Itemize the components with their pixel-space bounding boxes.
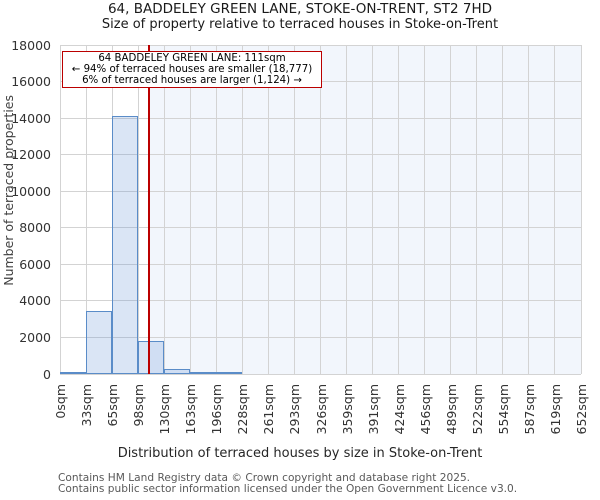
property-marker-line: [147, 45, 150, 374]
x-tick-label: 619sqm: [547, 384, 563, 435]
x-tick-label: 228sqm: [235, 384, 251, 435]
y-tick-label: 18000: [11, 37, 51, 53]
v-gridline: [580, 45, 582, 374]
x-tick-label: 130sqm: [157, 384, 173, 435]
y-tick-label: 4000: [19, 293, 51, 309]
footer-attribution-line-1: Contains HM Land Registry data © Crown c…: [58, 472, 471, 484]
x-tick-label: 196sqm: [209, 384, 225, 435]
v-gridline: [554, 45, 556, 374]
x-tick-label: 326sqm: [313, 384, 329, 435]
x-tick-label: 522sqm: [469, 384, 485, 435]
chart-title: 64, BADDELEY GREEN LANE, STOKE-ON-TRENT,…: [107, 1, 493, 17]
v-gridline: [502, 45, 504, 374]
x-tick-label: 489sqm: [443, 384, 459, 435]
h-gridline: [60, 373, 581, 375]
v-gridline: [163, 45, 165, 374]
v-gridline: [476, 45, 478, 374]
x-tick-label: 98sqm: [131, 384, 147, 427]
histogram-bar: [60, 372, 87, 374]
x-tick-label: 424sqm: [391, 384, 407, 435]
v-gridline: [372, 45, 374, 374]
histogram-bar: [112, 116, 139, 374]
x-tick-label: 163sqm: [183, 384, 199, 435]
x-tick-label: 261sqm: [261, 384, 277, 435]
histogram-bar: [86, 310, 113, 374]
y-tick-label: 0: [43, 366, 51, 382]
v-gridline: [320, 45, 321, 374]
histogram-bar: [164, 369, 191, 374]
v-gridline: [85, 45, 87, 374]
annotation-line-3: 6% of terraced houses are larger (1,124)…: [82, 75, 302, 87]
histogram-bar: [216, 372, 243, 374]
v-gridline: [398, 45, 400, 374]
v-gridline: [137, 45, 139, 374]
x-tick-label: 65sqm: [105, 384, 121, 427]
y-tick-label: 16000: [11, 74, 51, 90]
x-tick-label: 554sqm: [495, 384, 511, 435]
v-gridline: [450, 45, 452, 374]
x-axis-label: Distribution of terraced houses by size …: [117, 446, 483, 461]
v-gridline: [293, 45, 295, 374]
v-gridline: [215, 45, 217, 374]
x-tick-label: 652sqm: [574, 384, 589, 435]
histogram-bar: [138, 341, 165, 374]
x-tick-label: 359sqm: [339, 384, 355, 435]
y-axis-label: Number of terraced properties: [1, 95, 16, 286]
v-gridline: [59, 45, 61, 374]
footer-attribution-line-2: Contains public sector information licen…: [58, 482, 518, 495]
x-tick-label: 456sqm: [417, 384, 433, 435]
y-tick-label: 2000: [19, 329, 51, 345]
v-gridline: [189, 45, 191, 374]
chart-subtitle: Size of property relative to terraced ho…: [101, 17, 499, 32]
x-tick-label: 391sqm: [365, 384, 381, 435]
v-gridline: [424, 45, 426, 374]
annotation-line-2: ← 94% of terraced houses are smaller (18…: [71, 63, 313, 75]
x-tick-label: 33sqm: [79, 384, 95, 427]
property-annotation-box: 64 BADDELEY GREEN LANE: 111sqm ← 94% of …: [62, 51, 322, 88]
annotation-line-1: 64 BADDELEY GREEN LANE: 111sqm: [98, 52, 286, 64]
histogram-bar: [190, 372, 217, 374]
plot-area: [59, 44, 582, 375]
v-gridline: [267, 45, 269, 374]
v-gridline: [528, 45, 530, 374]
x-tick-label: 587sqm: [521, 384, 537, 435]
v-gridline: [241, 45, 243, 374]
x-tick-label: 293sqm: [287, 384, 303, 435]
x-tick-label: 0sqm: [53, 384, 68, 419]
larger-than-span: [148, 45, 581, 374]
v-gridline: [346, 45, 348, 374]
